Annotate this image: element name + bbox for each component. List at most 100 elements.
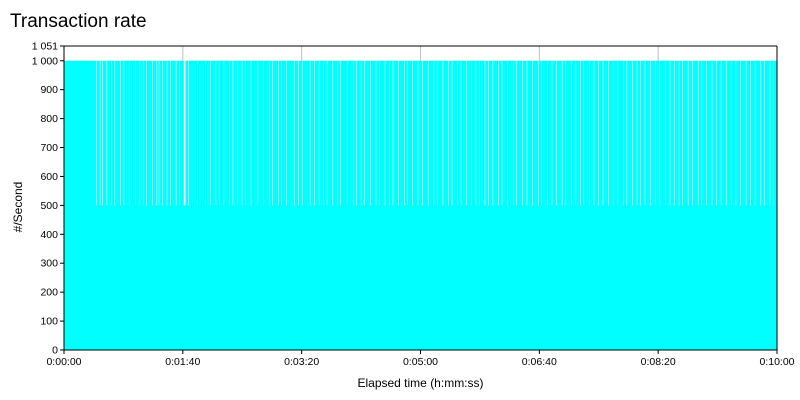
- bar: [596, 60, 599, 351]
- bar: [166, 205, 168, 350]
- bar: [660, 60, 662, 351]
- bar: [552, 60, 554, 351]
- bar: [745, 205, 747, 350]
- bar: [717, 60, 720, 351]
- bar: [534, 60, 536, 351]
- bar: [580, 60, 583, 351]
- bar: [442, 205, 444, 350]
- bar: [471, 60, 474, 351]
- bar: [410, 60, 413, 351]
- bar: [393, 60, 395, 351]
- bar: [654, 205, 657, 350]
- bar: [303, 60, 306, 351]
- bar: [656, 60, 659, 351]
- bar: [205, 60, 208, 351]
- bar: [421, 205, 424, 350]
- bar: [235, 60, 238, 351]
- bar: [752, 60, 754, 351]
- bar: [712, 60, 715, 351]
- bar: [172, 60, 175, 351]
- bar: [507, 60, 510, 351]
- bar: [643, 60, 645, 351]
- bar: [101, 205, 104, 350]
- bar: [739, 205, 742, 350]
- bar: [162, 60, 165, 351]
- bar: [463, 60, 466, 351]
- bar: [755, 60, 758, 351]
- bar: [191, 60, 193, 351]
- bar: [137, 60, 140, 351]
- bar: [669, 205, 671, 350]
- bar: [397, 205, 400, 350]
- bar: [222, 205, 225, 350]
- bar: [335, 60, 338, 351]
- bar: [711, 205, 713, 350]
- bar: [759, 205, 762, 350]
- x-axis-label: Elapsed time (h:mm:ss): [357, 376, 484, 390]
- bar: [705, 205, 708, 350]
- bar: [276, 60, 279, 351]
- bar: [254, 60, 257, 351]
- bar: [142, 205, 145, 350]
- bar: [451, 205, 453, 350]
- x-tick-label: 0:10:00: [759, 356, 794, 368]
- bar: [135, 60, 138, 351]
- bar: [450, 60, 452, 351]
- y-tick-label: 700: [40, 142, 58, 154]
- bar: [438, 60, 441, 351]
- bar: [647, 60, 650, 351]
- bar: [323, 60, 326, 351]
- bar: [582, 205, 585, 350]
- bar: [715, 205, 718, 350]
- bar: [557, 60, 560, 351]
- bar: [394, 60, 397, 351]
- bar: [259, 60, 262, 351]
- bar: [358, 60, 360, 351]
- bar: [193, 60, 196, 351]
- bar: [633, 60, 636, 351]
- bar: [618, 60, 620, 351]
- bar: [90, 60, 92, 351]
- bar: [309, 205, 311, 350]
- bar: [631, 205, 634, 350]
- bar: [404, 60, 407, 351]
- bar: [212, 60, 215, 351]
- y-ticks: 0 100 200 300 400 500 600 700 800 900 1 000 1 051: [32, 41, 64, 357]
- bar: [134, 205, 137, 350]
- bar: [187, 205, 190, 350]
- y-tick-label: 1 000: [32, 55, 58, 67]
- bar: [301, 205, 304, 350]
- bar: [368, 60, 371, 351]
- bar: [163, 60, 166, 351]
- bar: [400, 60, 402, 351]
- bar: [588, 205, 591, 350]
- bar: [367, 60, 369, 351]
- bar: [226, 60, 229, 351]
- bar: [126, 60, 129, 351]
- bar: [482, 60, 485, 351]
- bar: [326, 205, 329, 350]
- bar: [296, 60, 299, 351]
- bar: [772, 205, 775, 350]
- bar: [229, 60, 232, 351]
- bar: [756, 60, 759, 351]
- bar: [200, 60, 202, 351]
- bar: [623, 60, 626, 351]
- bar: [234, 60, 237, 351]
- bar: [270, 60, 273, 351]
- bar: [68, 60, 71, 351]
- bar: [553, 60, 556, 351]
- bar: [704, 60, 707, 351]
- bar: [99, 205, 101, 350]
- bar: [563, 60, 566, 351]
- bar: [435, 60, 437, 351]
- bar: [727, 60, 729, 351]
- bar: [495, 60, 498, 351]
- bar: [598, 60, 601, 351]
- bar: [232, 205, 234, 350]
- bar: [514, 60, 517, 351]
- bar: [616, 205, 619, 350]
- bar: [150, 60, 153, 351]
- bar: [204, 205, 207, 350]
- bar: [253, 60, 256, 351]
